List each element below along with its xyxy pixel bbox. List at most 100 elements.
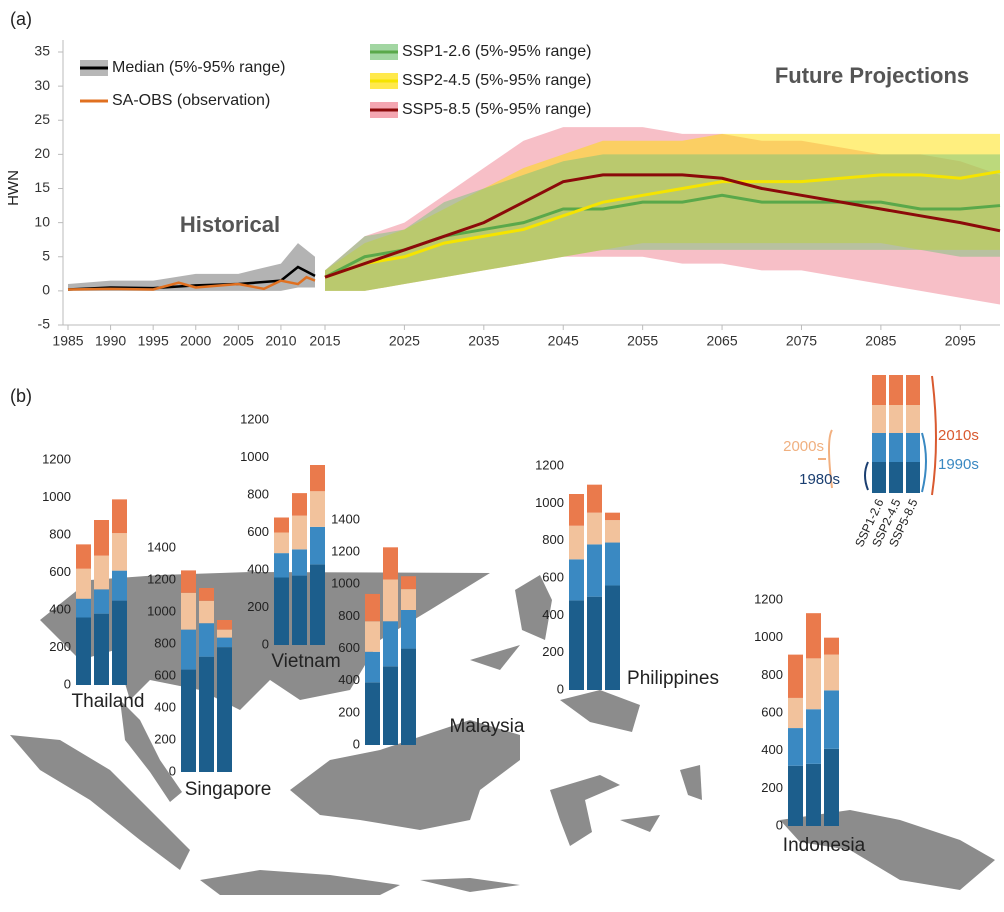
y-tick-label: 600 (154, 667, 176, 682)
y-tick-label: 800 (49, 526, 71, 541)
y-tick-label: 1200 (147, 571, 176, 586)
x-tick-label: 2015 (309, 333, 340, 349)
key-segment (872, 375, 886, 405)
y-tick-label: 600 (338, 640, 360, 655)
country-chart: 0 200 400 600 800 1000 1200 1400 Singapore (147, 539, 271, 800)
key-segment-label: 2000s (783, 438, 824, 455)
y-tick-label: 600 (49, 564, 71, 579)
y-tick-label: 1200 (754, 591, 783, 606)
bar-segment (383, 547, 398, 580)
bar-segment (365, 682, 380, 745)
bar-segment (94, 589, 109, 614)
y-tick-label: 400 (154, 699, 176, 714)
bar-segment (112, 533, 127, 571)
y-tick-label: 0 (557, 681, 564, 696)
bar-segment (587, 544, 602, 597)
bar-segment (569, 600, 584, 690)
bar-segment (217, 620, 232, 630)
bar-segment (292, 515, 307, 550)
bar-segment (587, 512, 602, 545)
y-tick-label: 800 (247, 486, 269, 501)
y-tick-label: 800 (154, 635, 176, 650)
bar-segment (824, 637, 839, 655)
y-tick-label: 0 (169, 763, 176, 778)
bar-segment (365, 651, 380, 683)
bar-segment (76, 617, 91, 685)
bar-segment (401, 589, 416, 610)
key-segment (906, 405, 920, 433)
island (420, 878, 520, 892)
series-line (324, 169, 1001, 279)
y-tick-label: 400 (761, 742, 783, 757)
y-tick-label: 800 (761, 667, 783, 682)
x-tick-label: 2065 (706, 333, 737, 349)
bar-segment (824, 654, 839, 691)
country-label: Thailand (72, 691, 145, 712)
bar-segment (274, 517, 289, 533)
y-tick-label: 1200 (331, 544, 360, 559)
luzon (515, 575, 552, 640)
java (200, 870, 400, 895)
y-tick-label: 20 (34, 145, 50, 161)
y-tick-label: 400 (338, 672, 360, 687)
bar-segment (788, 765, 803, 826)
series-line (67, 275, 316, 291)
y-tick-label: 200 (338, 704, 360, 719)
key-segment (906, 375, 920, 405)
bar-segment (112, 499, 127, 534)
bar-segment (806, 613, 821, 659)
x-tick-label: 2055 (627, 333, 658, 349)
bar-segment (605, 585, 620, 690)
bar-segment (94, 555, 109, 590)
bar-segment (181, 570, 196, 593)
y-tick-label: 400 (49, 601, 71, 616)
bar-segment (383, 621, 398, 667)
y-tick-label: 30 (34, 77, 50, 93)
y-tick-label: 0 (776, 817, 783, 832)
country-label: Indonesia (783, 835, 866, 856)
key-segment-label: 1980s (799, 471, 840, 488)
bar-segment (824, 690, 839, 749)
bar-segment (587, 484, 602, 513)
bar-segment (806, 709, 821, 764)
y-tick-label: 200 (154, 731, 176, 746)
bar-segment (292, 493, 307, 516)
country-chart: 0 200 400 600 800 1000 1200 Indonesia (754, 591, 866, 856)
x-tick-label: 2010 (265, 333, 296, 349)
y-tick-label: 200 (247, 599, 269, 614)
y-tick-label: 1400 (331, 511, 360, 526)
annotation: Historical (180, 212, 280, 237)
bar-segment (383, 666, 398, 745)
bar-segment (76, 598, 91, 618)
x-tick-label: 1985 (52, 333, 83, 349)
x-tick-label: 2085 (865, 333, 896, 349)
y-tick-label: 200 (761, 780, 783, 795)
y-tick-label: 0 (42, 282, 50, 298)
bar-segment (292, 575, 307, 645)
bar-segment (181, 629, 196, 670)
bar-segment (365, 593, 380, 622)
y-tick-label: 1400 (147, 539, 176, 554)
bar-segment (217, 629, 232, 638)
island (470, 645, 520, 670)
borneo (290, 720, 520, 830)
bar-segment (112, 600, 127, 685)
key-segment (906, 462, 920, 493)
bar-segment (383, 579, 398, 622)
y-tick-label: 0 (262, 636, 269, 651)
x-tick-label: 2075 (786, 333, 817, 349)
y-tick-label: 400 (542, 607, 564, 622)
country-label: Vietnam (271, 651, 340, 672)
key-segment-label: 1990s (938, 456, 979, 473)
y-tick-label: 600 (761, 704, 783, 719)
bar-segment (569, 494, 584, 526)
x-tick-label: 2035 (468, 333, 499, 349)
key-segment (906, 433, 920, 462)
bar-segment (199, 600, 214, 624)
x-tick-label: 1990 (95, 333, 126, 349)
bar-segment (274, 553, 289, 578)
key-segment (872, 405, 886, 433)
y-tick-label: 1000 (147, 603, 176, 618)
bar-segment (401, 648, 416, 745)
